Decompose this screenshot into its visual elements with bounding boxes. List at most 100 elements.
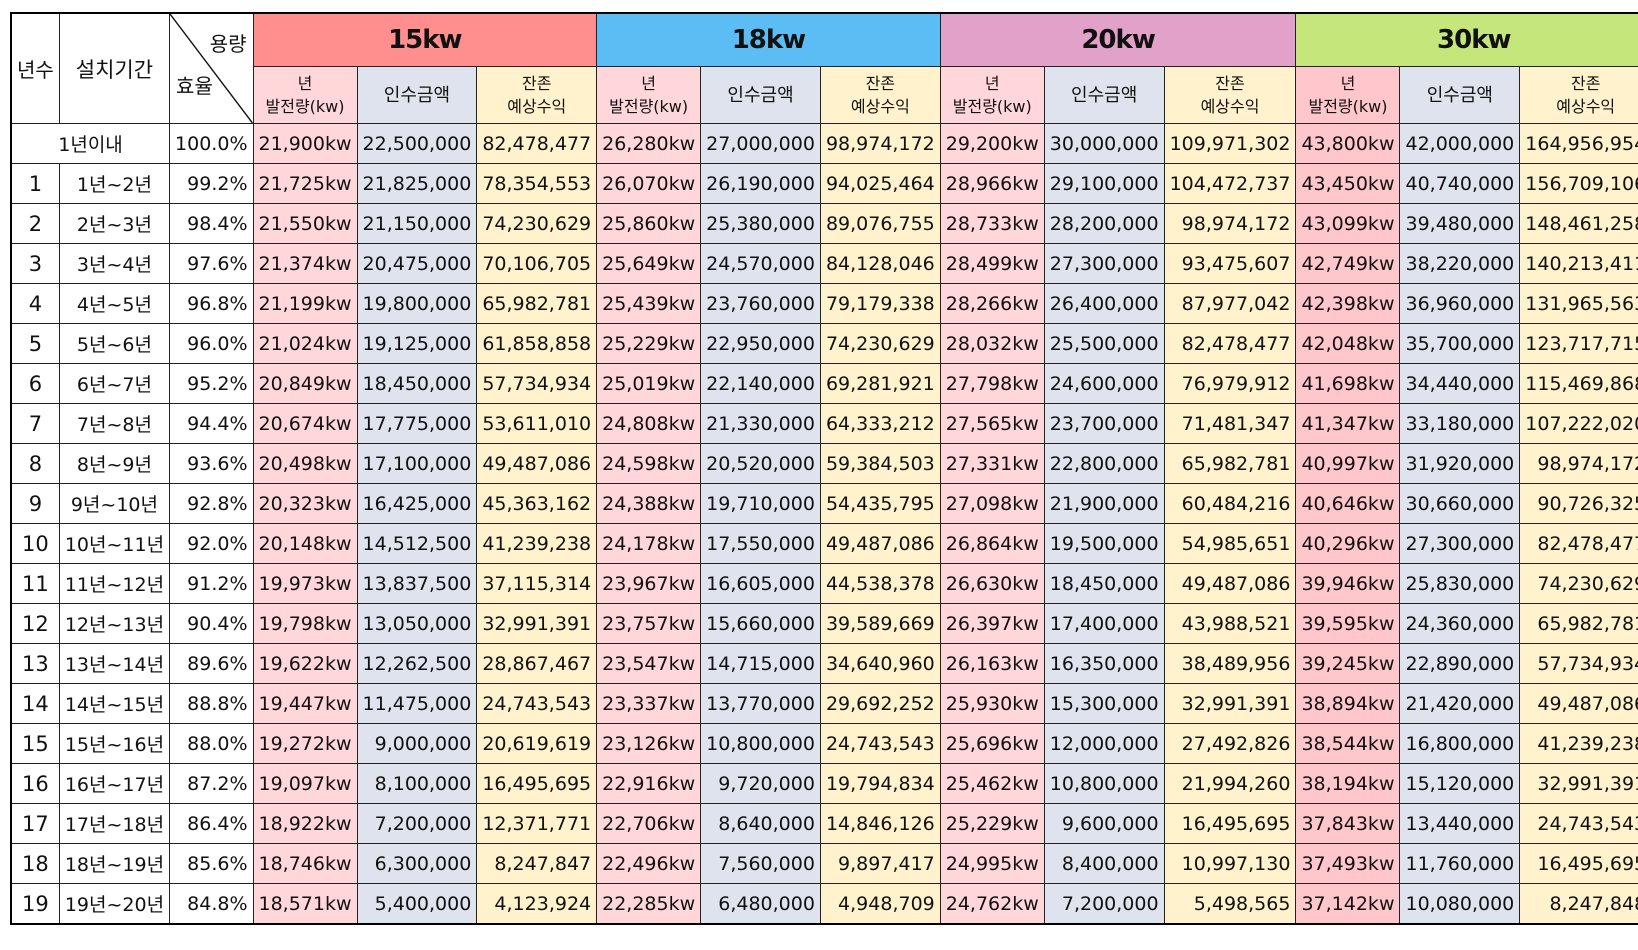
table-row: 6 6년~7년 95.2% 20,849kw 18,450,000 57,734,934 2… (10, 363, 1638, 404)
label: 잔존 (865, 74, 896, 93)
revenue-cell: 4,948,709 (819, 883, 941, 925)
year-cell: 8 (10, 443, 60, 484)
amount-cell: 16,350,000 (1043, 643, 1165, 684)
efficiency-cell: 96.0% (169, 323, 254, 364)
generation-cell: 25,860kw (596, 203, 702, 244)
generation-cell: 21,550kw (252, 203, 358, 244)
generation-cell: 24,598kw (596, 443, 702, 484)
generation-cell: 28,966kw (939, 163, 1045, 204)
generation-cell: 24,995kw (939, 843, 1045, 884)
subheader-expected-revenue: 잔존 예상수익 (1519, 66, 1638, 124)
generation-cell: 29,200kw (939, 123, 1045, 164)
amount-cell: 8,400,000 (1043, 843, 1165, 884)
subheader-amount: 인수금액 (1043, 66, 1165, 124)
amount-cell: 19,710,000 (700, 483, 821, 524)
revenue-cell: 115,469,868 (1519, 363, 1638, 404)
amount-cell: 25,830,000 (1399, 563, 1521, 604)
amount-cell: 7,200,000 (1043, 883, 1165, 925)
capacity-group-15kw: 15kw (252, 12, 598, 67)
generation-cell: 18,746kw (252, 843, 358, 884)
amount-cell: 15,660,000 (700, 603, 821, 644)
revenue-cell: 131,965,563 (1519, 283, 1638, 324)
amount-cell: 9,600,000 (1043, 803, 1165, 844)
generation-cell: 24,762kw (939, 883, 1045, 925)
header-capacity-efficiency: 용량 효율 (169, 12, 254, 124)
amount-cell: 33,180,000 (1399, 403, 1521, 444)
solar-yield-table: 년수 설치기간 용량 효율 15kw 18kw 20kw 30kw 년 발전량(kw) 인… (10, 12, 1638, 925)
efficiency-cell: 88.8% (169, 683, 254, 724)
year-cell: 19 (10, 883, 60, 925)
period-cell: 16년~17년 (58, 763, 171, 804)
revenue-cell: 69,281,921 (819, 363, 941, 404)
header-period: 설치기간 (58, 12, 171, 124)
capacity-group-30kw: 30kw (1295, 12, 1638, 67)
period-cell: 1년~2년 (58, 163, 171, 204)
revenue-cell: 98,974,172 (1519, 443, 1638, 484)
amount-cell: 10,800,000 (1043, 763, 1165, 804)
table-row: 19 19년~20년 84.8% 18,571kw 5,400,000 4,123,924… (10, 883, 1638, 925)
generation-cell: 43,800kw (1295, 123, 1401, 164)
generation-cell: 25,930kw (939, 683, 1045, 724)
amount-cell: 16,605,000 (700, 563, 821, 604)
revenue-cell: 8,247,847 (476, 843, 598, 884)
efficiency-cell: 84.8% (169, 883, 254, 925)
label: 예상수익 (850, 97, 910, 116)
generation-cell: 37,493kw (1295, 843, 1401, 884)
amount-cell: 6,480,000 (700, 883, 821, 925)
revenue-cell: 57,734,934 (476, 363, 598, 404)
amount-cell: 22,500,000 (356, 123, 478, 164)
amount-cell: 27,300,000 (1043, 243, 1165, 284)
amount-cell: 26,400,000 (1043, 283, 1165, 324)
amount-cell: 16,425,000 (356, 483, 478, 524)
amount-cell: 29,100,000 (1043, 163, 1165, 204)
revenue-cell: 82,478,477 (476, 123, 598, 164)
revenue-cell: 71,481,347 (1163, 403, 1297, 444)
generation-cell: 39,245kw (1295, 643, 1401, 684)
amount-cell: 13,050,000 (356, 603, 478, 644)
table-row: 8 8년~9년 93.6% 20,498kw 17,100,000 49,487,086 2… (10, 443, 1638, 484)
period-cell: 13년~14년 (58, 643, 171, 684)
amount-cell: 21,330,000 (700, 403, 821, 444)
revenue-cell: 32,991,391 (1519, 763, 1638, 804)
table-row: 4 4년~5년 96.8% 21,199kw 19,800,000 65,982,781 2… (10, 283, 1638, 324)
revenue-cell: 37,115,314 (476, 563, 598, 604)
revenue-cell: 65,982,781 (1519, 603, 1638, 644)
amount-cell: 11,475,000 (356, 683, 478, 724)
revenue-cell: 65,982,781 (1163, 443, 1297, 484)
table-row: 3 3년~4년 97.6% 21,374kw 20,475,000 70,106,705 2… (10, 243, 1638, 284)
header-years: 년수 (10, 12, 60, 124)
generation-cell: 27,798kw (939, 363, 1045, 404)
generation-cell: 37,843kw (1295, 803, 1401, 844)
year-cell: 18 (10, 843, 60, 884)
amount-cell: 10,800,000 (700, 723, 821, 764)
generation-cell: 38,194kw (1295, 763, 1401, 804)
efficiency-cell: 93.6% (169, 443, 254, 484)
efficiency-cell: 100.0% (169, 123, 254, 164)
year-cell: 1 (10, 163, 60, 204)
revenue-cell: 12,371,771 (476, 803, 598, 844)
revenue-cell: 16,495,695 (1163, 803, 1297, 844)
period-cell: 17년~18년 (58, 803, 171, 844)
year-cell: 13 (10, 643, 60, 684)
subheader-annual-generation: 년 발전량(kw) (596, 66, 702, 124)
revenue-cell: 54,985,651 (1163, 523, 1297, 564)
year-cell: 15 (10, 723, 60, 764)
amount-cell: 8,100,000 (356, 763, 478, 804)
revenue-cell: 84,128,046 (819, 243, 941, 284)
generation-cell: 20,849kw (252, 363, 358, 404)
amount-cell: 24,360,000 (1399, 603, 1521, 644)
revenue-cell: 61,858,858 (476, 323, 598, 364)
capacity-group-20kw: 20kw (939, 12, 1297, 67)
revenue-cell: 89,076,755 (819, 203, 941, 244)
subheader-expected-revenue: 잔존 예상수익 (1163, 66, 1297, 124)
revenue-cell: 54,435,795 (819, 483, 941, 524)
year-cell: 7 (10, 403, 60, 444)
amount-cell: 35,700,000 (1399, 323, 1521, 364)
table-row: 14 14년~15년 88.8% 19,447kw 11,475,000 24,743,5… (10, 683, 1638, 724)
revenue-cell: 59,384,503 (819, 443, 941, 484)
revenue-cell: 21,994,260 (1163, 763, 1297, 804)
revenue-cell: 104,472,737 (1163, 163, 1297, 204)
revenue-cell: 76,979,912 (1163, 363, 1297, 404)
generation-cell: 39,946kw (1295, 563, 1401, 604)
amount-cell: 42,000,000 (1399, 123, 1521, 164)
